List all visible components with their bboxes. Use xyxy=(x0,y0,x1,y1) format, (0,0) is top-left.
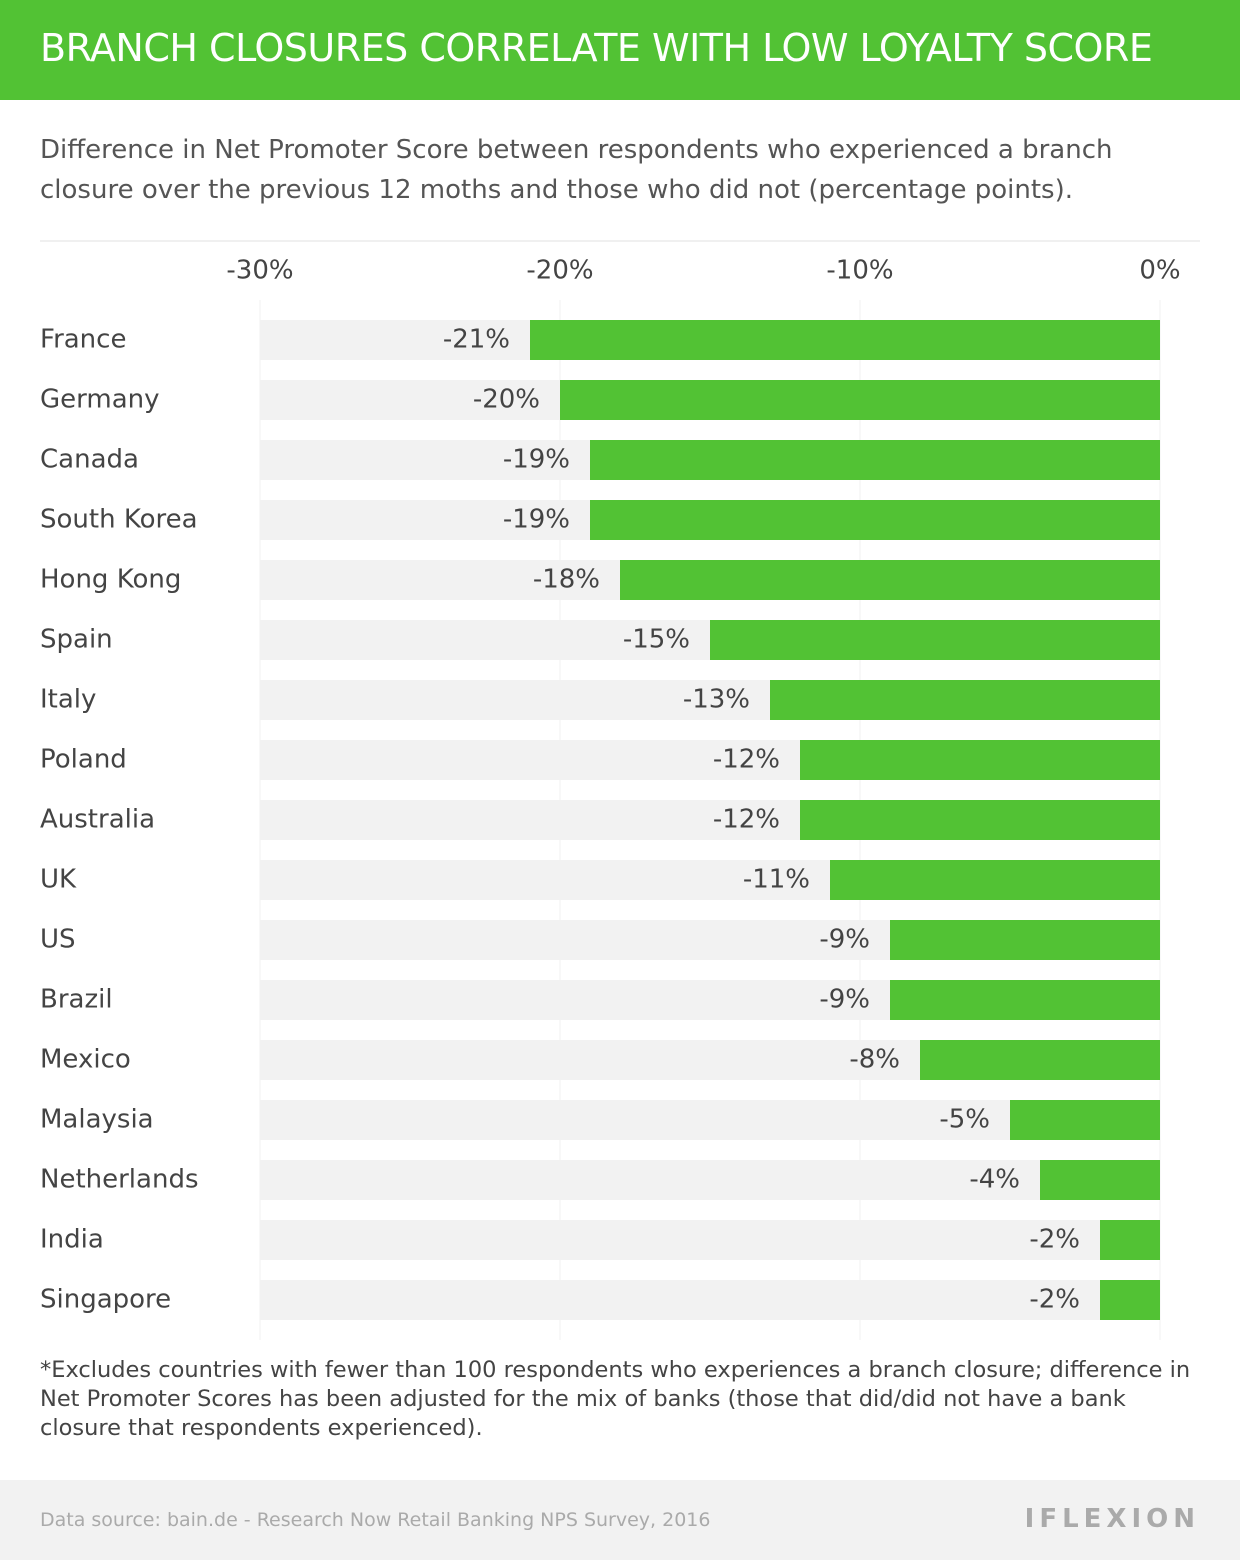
y-tick-label: France xyxy=(40,325,126,355)
y-tick-label: Italy xyxy=(40,685,96,715)
bar xyxy=(530,320,1160,360)
value-label: -2% xyxy=(1029,1285,1080,1315)
bar xyxy=(1040,1160,1160,1200)
y-tick-label: Netherlands xyxy=(40,1165,199,1195)
divider xyxy=(40,240,1200,242)
bar xyxy=(710,620,1160,660)
bar xyxy=(800,740,1160,780)
bar xyxy=(770,680,1160,720)
header: BRANCH CLOSURES CORRELATE WITH LOW LOYAL… xyxy=(0,0,1240,100)
y-tick-label: Germany xyxy=(40,385,160,415)
bar xyxy=(590,440,1160,480)
value-label: -12% xyxy=(713,745,780,775)
value-label: -12% xyxy=(713,805,780,835)
y-tick-label: Hong Kong xyxy=(40,565,181,595)
bar xyxy=(560,380,1160,420)
logo: IFLEXION xyxy=(1024,1504,1200,1534)
value-label: -2% xyxy=(1029,1225,1080,1255)
chart: -30% -20% -10% 0% France -21% Germany -20% Canad… xyxy=(40,256,1181,1340)
value-label: -11% xyxy=(743,865,810,895)
value-label: -21% xyxy=(443,325,510,355)
bar xyxy=(620,560,1160,600)
bar xyxy=(920,1040,1160,1080)
value-label: -18% xyxy=(533,565,600,595)
value-label: -19% xyxy=(503,505,570,535)
footer: Data source: bain.de - Research Now Reta… xyxy=(0,1480,1240,1560)
bar xyxy=(890,980,1160,1020)
bar xyxy=(1100,1280,1160,1320)
value-label: -8% xyxy=(849,1045,900,1075)
y-tick-label: UK xyxy=(40,865,77,895)
y-tick-label: Malaysia xyxy=(40,1105,154,1135)
value-label: -13% xyxy=(683,685,750,715)
bar xyxy=(1100,1220,1160,1260)
y-tick-label: US xyxy=(40,925,76,955)
bar xyxy=(890,920,1160,960)
source: Data source: bain.de - Research Now Reta… xyxy=(40,1509,711,1531)
y-tick-label: South Korea xyxy=(40,505,198,535)
bar xyxy=(590,500,1160,540)
x-tick-label: -20% xyxy=(526,256,593,286)
value-label: -5% xyxy=(939,1105,990,1135)
bar xyxy=(800,800,1160,840)
x-tick-label: 0% xyxy=(1139,256,1180,286)
value-label: -15% xyxy=(623,625,690,655)
value-label: -9% xyxy=(819,985,870,1015)
bar xyxy=(830,860,1160,900)
y-tick-label: Spain xyxy=(40,625,113,655)
bar xyxy=(1010,1100,1160,1140)
x-tick-label: -30% xyxy=(226,256,293,286)
value-label: -4% xyxy=(969,1165,1020,1195)
bar-track xyxy=(260,1280,1160,1320)
value-label: -9% xyxy=(819,925,870,955)
chart-subtitle: Difference in Net Promoter Score between… xyxy=(40,135,1113,205)
bar-track xyxy=(260,1220,1160,1260)
value-label: -19% xyxy=(503,445,570,475)
y-tick-label: Canada xyxy=(40,445,139,475)
footnote: *Excludes countries with fewer than 100 … xyxy=(40,1357,1191,1441)
y-tick-label: Mexico xyxy=(40,1045,131,1075)
y-tick-label: Australia xyxy=(40,805,155,835)
bar-track xyxy=(260,1160,1160,1200)
y-tick-label: Poland xyxy=(40,745,127,775)
y-tick-label: Brazil xyxy=(40,985,113,1015)
y-tick-label: India xyxy=(40,1225,104,1255)
chart-title: BRANCH CLOSURES CORRELATE WITH LOW LOYAL… xyxy=(40,26,1153,70)
x-tick-label: -10% xyxy=(826,256,893,286)
y-tick-label: Singapore xyxy=(40,1285,171,1315)
value-label: -20% xyxy=(473,385,540,415)
